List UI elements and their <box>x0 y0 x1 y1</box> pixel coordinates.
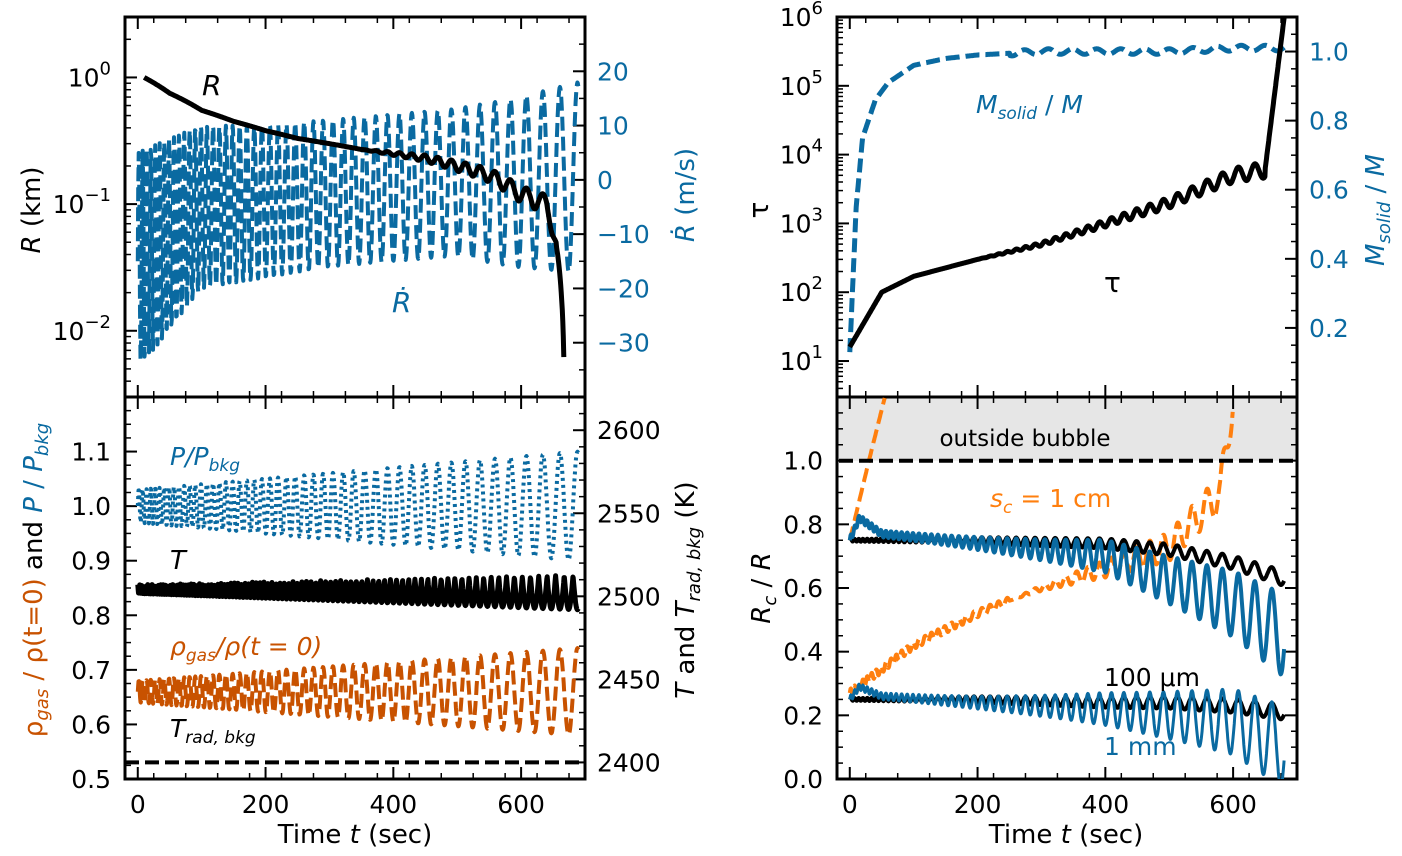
series-sc-1cm-upper <box>847 397 887 541</box>
panel-c-left-tick-label: 0.7 <box>71 656 111 685</box>
panel-c-left-tick-label: 0.9 <box>71 547 111 576</box>
panel-b: 101 102 103 104 105 106 0.2 0.4 0.6 0.8 1.0 τ Msol… <box>742 0 1395 399</box>
panel-b-curves <box>847 17 1287 353</box>
panel-d-curves <box>839 397 1295 779</box>
panel-b-left-tick-label: 104 <box>780 136 823 170</box>
panel-a-right-tick-label: 0 <box>597 166 613 195</box>
label-tau: τ <box>1104 266 1121 299</box>
panel-b-ticks: 101 102 103 104 105 106 0.2 0.4 0.6 0.8 1.0 <box>780 0 1349 398</box>
panel-b-frame <box>835 15 1299 399</box>
panel-c-right-tick-label: 2600 <box>597 416 661 445</box>
label-msolid: Msolid / M <box>976 90 1083 124</box>
panel-c-x-tick-label: 0 <box>130 790 146 819</box>
panel-d-x-tick-label: 200 <box>954 790 1002 819</box>
panel-b-right-tick-label: 0.8 <box>1309 107 1349 136</box>
panel-c-left-tick-label: 1.1 <box>71 438 111 467</box>
panel-c: 0 200 400 600 0.5 0.6 0.7 0.8 0.9 1.0 1.1 2400 2450 2… <box>19 395 705 850</box>
label-1mm: 1 mm <box>1104 732 1177 761</box>
panel-d-left-tick-label: 0.4 <box>783 638 823 667</box>
series-P <box>135 449 581 562</box>
label-Rdot: Ṙ <box>392 286 411 319</box>
label-rho: ρgas/ρ(t = 0) <box>170 632 322 666</box>
panel-a-ylabel-left: R (km) <box>17 166 47 253</box>
panel-a-left-tick-label: 10−2 <box>53 312 111 346</box>
panel-b-left-tick-label: 106 <box>780 0 823 32</box>
panel-b-right-tick-label: 1.0 <box>1309 38 1349 67</box>
panel-d-x-tick-label: 0 <box>842 790 858 819</box>
series-Rdot <box>135 80 581 362</box>
panel-c-left-tick-label: 0.5 <box>71 765 111 794</box>
panel-c-right-tick-label: 2400 <box>597 748 661 777</box>
panel-d-x-tick-label: 600 <box>1209 790 1257 819</box>
series-msolid <box>847 42 1287 353</box>
panel-a-curves <box>135 75 581 362</box>
panel-a-right-tick-label: −10 <box>597 220 650 249</box>
label-sc: sc = 1 cm <box>990 484 1111 518</box>
panel-d: 0 200 400 600 0.0 0.2 0.4 0.6 0.8 1.0 Rc / R outs… <box>747 395 1299 850</box>
label-100um: 100 μm <box>1104 663 1200 692</box>
panel-a: 10−2 10−1 100 −30 −20 −10 0 10 20 R (km) Ṙ (m/s)… <box>17 15 701 399</box>
panel-b-left-tick-label: 101 <box>780 342 823 376</box>
series-tau <box>847 17 1287 349</box>
label-P: P/Pbkg <box>170 442 240 476</box>
panel-b-right-tick-label: 0.4 <box>1309 245 1349 274</box>
panel-a-right-tick-label: −20 <box>597 274 650 303</box>
panel-d-left-tick-label: 0.0 <box>783 765 823 794</box>
panel-a-left-tick-label: 100 <box>68 58 111 92</box>
panel-c-right-tick-label: 2500 <box>597 582 661 611</box>
panel-c-x-tick-label: 200 <box>242 790 290 819</box>
panel-b-ylabel-right: Msolid / M <box>1361 154 1395 266</box>
panel-d-ylabel: Rc / R <box>747 552 781 623</box>
panel-c-left-tick-label: 0.8 <box>71 601 111 630</box>
panel-b-right-tick-label: 0.2 <box>1309 314 1349 343</box>
panel-d-xlabel: Time t (sec) <box>988 820 1144 850</box>
panel-d-ticks: 0 200 400 600 0.0 0.2 0.4 0.6 0.8 1.0 <box>783 397 1297 819</box>
panel-a-left-tick-label: 10−1 <box>53 185 111 219</box>
panel-c-ylabel-left: ρgas / ρ(t=0) and P / Pbkg <box>19 423 53 737</box>
panel-d-clipped <box>847 397 1287 779</box>
series-T <box>135 573 581 613</box>
series-rho <box>135 646 581 737</box>
panel-c-left-tick-label: 1.0 <box>71 492 111 521</box>
series-1mm-upper <box>847 513 1287 677</box>
panel-d-left-tick-label: 0.2 <box>783 701 823 730</box>
panel-c-x-tick-label: 600 <box>497 790 545 819</box>
label-R: R <box>202 69 221 102</box>
panel-a-ylabel-right: Ṙ (m/s) <box>669 148 701 242</box>
panel-a-ticks: 10−2 10−1 100 −30 −20 −10 0 10 20 <box>53 16 650 398</box>
label-Trad: Trad, bkg <box>170 714 256 748</box>
panel-a-right-tick-label: 20 <box>597 57 629 86</box>
panel-c-ticks: 0 200 400 600 0.5 0.6 0.7 0.8 0.9 1.0 1.1 2400 2450 2… <box>71 396 661 819</box>
panel-b-ylabel-left: τ <box>742 202 775 219</box>
panel-d-x-tick-label: 400 <box>1081 790 1129 819</box>
panel-c-left-tick-label: 0.6 <box>71 710 111 739</box>
series-R <box>142 75 567 358</box>
panel-b-left-tick-label: 102 <box>780 273 823 307</box>
panel-d-left-tick-label: 1.0 <box>783 447 823 476</box>
panel-c-right-tick-label: 2550 <box>597 499 661 528</box>
panel-b-left-tick-label: 103 <box>780 204 823 238</box>
panel-c-ylabel-right: T and Trad, bkg (K) <box>671 481 705 698</box>
series-sc-1cm-lower <box>847 411 1235 697</box>
panel-c-right-tick-label: 2450 <box>597 665 661 694</box>
outside-bubble-region <box>837 397 1297 461</box>
panel-b-right-tick-label: 0.6 <box>1309 176 1349 205</box>
panel-a-right-tick-label: 10 <box>597 112 629 141</box>
panel-c-curves <box>125 449 585 765</box>
label-outside-bubble: outside bubble <box>939 426 1110 452</box>
panel-d-left-tick-label: 0.8 <box>783 510 823 539</box>
panel-c-xlabel: Time t (sec) <box>277 820 433 850</box>
panel-a-right-tick-label: −30 <box>597 329 650 358</box>
panel-c-x-tick-label: 400 <box>369 790 417 819</box>
series-1mm-lower <box>848 682 1286 779</box>
panel-b-left-tick-label: 105 <box>780 67 823 101</box>
label-T: T <box>170 546 188 576</box>
panel-d-left-tick-label: 0.6 <box>783 574 823 603</box>
